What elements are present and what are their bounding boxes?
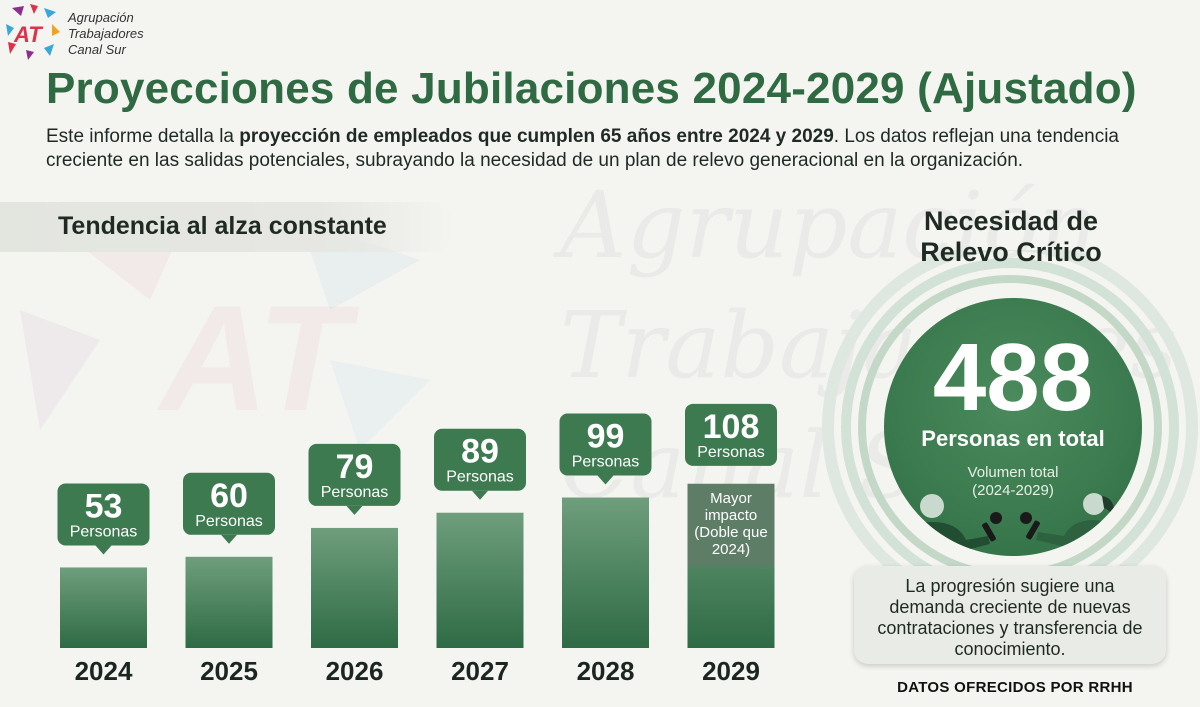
volume-line-1: Volumen total	[967, 464, 1059, 481]
x-tick-2025: 2025	[200, 656, 258, 686]
value-label-pointer-2025	[221, 534, 237, 544]
x-tick-2024: 2024	[75, 656, 133, 686]
volume-caption: Volumen total (2024-2029)	[884, 464, 1142, 500]
svg-text:AT: AT	[156, 274, 360, 442]
x-tick-2026: 2026	[326, 656, 384, 686]
data-label-unit-2027: Personas	[446, 469, 514, 486]
callout-line-2: demanda creciente de nuevas	[889, 597, 1131, 617]
org-name-line-3: Canal Sur	[68, 42, 126, 57]
handover-illustration	[898, 493, 1128, 556]
value-label-box-2027	[434, 428, 526, 491]
logo-text: AT	[13, 22, 43, 47]
data-label-unit-2026: Personas	[321, 484, 389, 501]
intro-text-2: . Los datos reflejan una tendencia creci…	[46, 126, 1120, 171]
chart-title-band	[0, 202, 455, 252]
watermark-line-1: Agrupación	[560, 172, 1098, 279]
value-label-pointer-2026	[346, 505, 363, 515]
annotation-box	[687, 483, 775, 566]
annotation-line-3: (Doble que	[694, 524, 767, 541]
data-label-2024: 53	[85, 487, 123, 525]
data-label-unit-2024: Personas	[70, 523, 138, 540]
total-circle: 488 Personas en total Volumen total (202…	[884, 298, 1142, 556]
bar-2025	[185, 556, 273, 648]
data-label-unit-2029: Personas	[697, 444, 765, 461]
annotation-line-4: 2024)	[712, 541, 750, 558]
data-label-2028: 99	[587, 418, 625, 456]
page-title: Proyecciones de Jubilaciones 2024-2029 (…	[46, 64, 1137, 113]
summary-title: Necesidad de Relevo Crítico	[896, 206, 1126, 268]
org-name-line-2: Trabajadores	[68, 26, 144, 41]
bar-2026	[311, 527, 398, 648]
annotation-line-1: Mayor	[710, 490, 752, 507]
x-tick-2029: 2029	[702, 656, 760, 686]
org-name-line-1: Agrupación	[68, 10, 134, 25]
value-label-box-2026	[308, 443, 401, 506]
summary-title-line-2: Relevo Crítico	[920, 237, 1102, 267]
intro-text-bold: proyección de empleados que cumplen 65 a…	[239, 126, 834, 147]
bar-2027	[436, 512, 524, 648]
value-label-pointer-2024	[95, 545, 112, 555]
summary-title-line-1: Necesidad de	[923, 206, 1099, 236]
bar-2024	[60, 567, 147, 648]
value-label-box-2025	[183, 472, 275, 535]
value-label-pointer-2028	[597, 475, 614, 485]
total-value: 488	[932, 324, 1094, 431]
total-label: Personas en total	[921, 426, 1105, 451]
value-label-box-2028	[559, 413, 652, 476]
data-label-2026: 79	[336, 448, 374, 486]
data-label-2029: 108	[703, 408, 760, 446]
bar-2028	[562, 497, 649, 648]
intro-text-1: Este informe detalla la	[46, 126, 240, 147]
callout-line-3: contrataciones y transferencia de	[877, 618, 1143, 638]
intro-paragraph: Este informe detalla la proyección de em…	[46, 125, 1156, 173]
org-name: Agrupación Trabajadores Canal Sur	[68, 10, 144, 58]
callout-line-4: conocimiento.	[954, 639, 1066, 659]
data-source-credit: DATOS OFRECIDOS POR RRHH	[897, 679, 1133, 696]
chart-section-title: Tendencia al alza constante	[58, 212, 387, 240]
x-tick-2027: 2027	[451, 656, 509, 686]
value-label-box-2024	[57, 483, 150, 546]
data-label-2027: 89	[461, 433, 499, 471]
callout-line-1: La progresión sugiere una	[905, 576, 1115, 596]
x-tick-2028: 2028	[577, 656, 635, 686]
summary-callout: La progresión sugiere una demanda crecie…	[854, 566, 1166, 664]
annotation-line-2: impacto	[705, 507, 758, 524]
bar-chart: 202453Personas202560Personas202679Person…	[57, 403, 777, 686]
value-label-box-2029	[685, 403, 777, 466]
data-label-unit-2028: Personas	[572, 454, 640, 471]
value-label-pointer-2027	[472, 490, 488, 500]
data-label-2025: 60	[210, 477, 248, 515]
agrupacion-logo: AT	[6, 4, 60, 60]
data-label-unit-2025: Personas	[195, 513, 263, 530]
volume-line-2: (2024-2029)	[972, 482, 1054, 499]
